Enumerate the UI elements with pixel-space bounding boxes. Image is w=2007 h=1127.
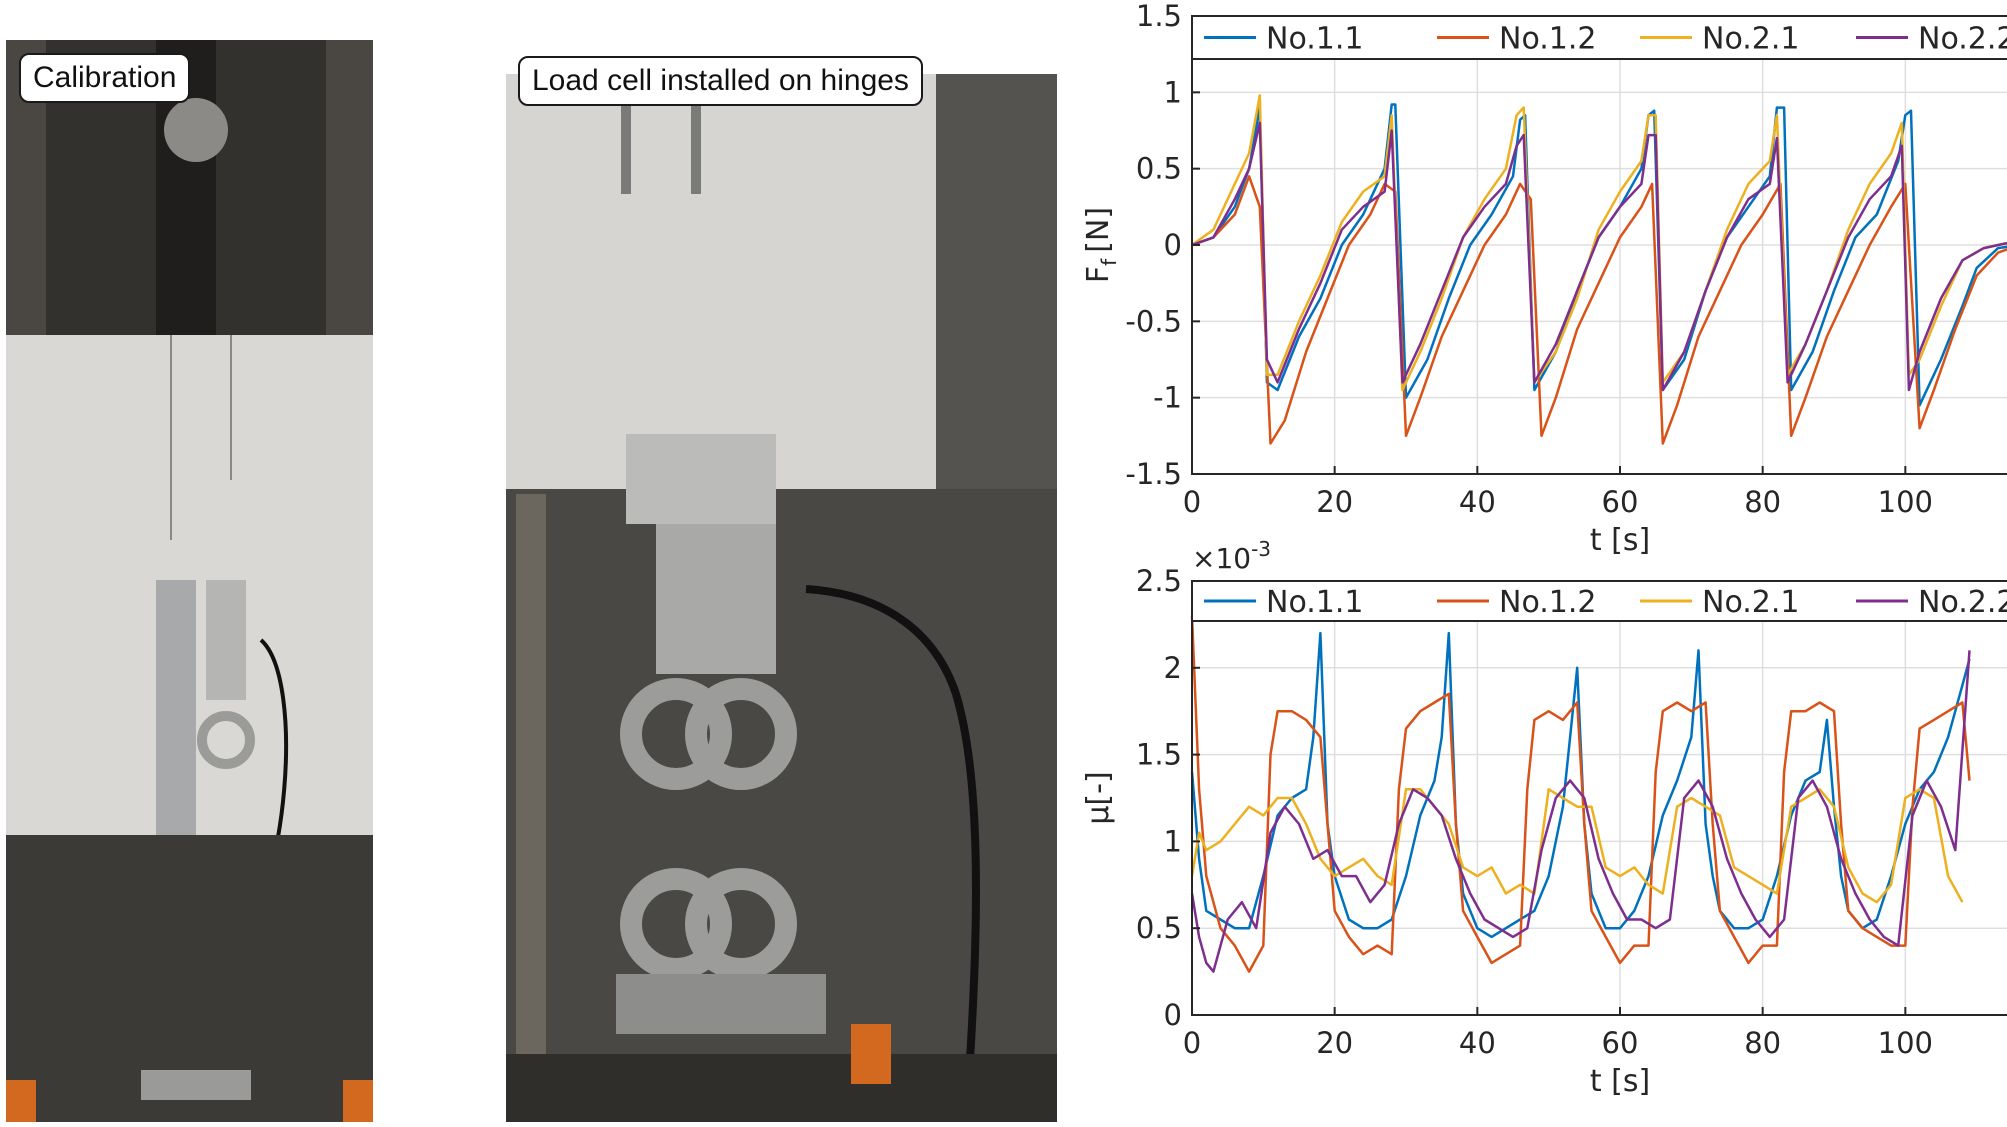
load-cell-photo xyxy=(506,74,1057,1122)
x-tick-label: 20 xyxy=(1316,485,1353,519)
friction-force-series xyxy=(1191,94,2007,445)
legend-label: No.1.1 xyxy=(1266,585,1364,620)
series-line-no-2-2 xyxy=(1191,121,2007,392)
friction-coefficient-exponent-label: ×10-3 xyxy=(1192,537,1271,575)
x-tick-label: 80 xyxy=(1744,1026,1781,1060)
friction-force-y-axis-subscript: f xyxy=(1097,258,1121,266)
legend-label: No.2.2 xyxy=(1918,22,2007,57)
friction-force-legend-entries: No.1.1 No.1.2 No.2.1 No.2.2 xyxy=(1204,22,2007,57)
friction-force-grid xyxy=(1191,15,2007,475)
series-line-no-1-1 xyxy=(1190,631,1971,939)
charts-panel: 020406080100120-1.5-1-0.500.511.5 No.1.1… xyxy=(1081,0,2007,1099)
y-tick-label: -0.5 xyxy=(1125,304,1182,338)
friction-coefficient-y-axis-label: μ[-] xyxy=(1081,771,1116,824)
friction-coefficient-legend-entries: No.1.1 No.1.2 No.2.1 No.2.2 xyxy=(1204,585,2007,620)
y-tick-label: -1.5 xyxy=(1125,457,1182,491)
load-cell-caption: Load cell installed on hinges xyxy=(518,56,923,106)
y-tick-label: -1 xyxy=(1153,381,1182,415)
series-line-no-1-2 xyxy=(1191,175,2007,445)
x-tick-label: 40 xyxy=(1459,485,1496,519)
legend-label: No.2.1 xyxy=(1702,585,1800,620)
x-tick-label: 100 xyxy=(1878,485,1933,519)
calibration-caption: Calibration xyxy=(19,53,191,103)
friction-force-chart: 020406080100120-1.5-1-0.500.511.5 No.1.1… xyxy=(1081,0,2007,558)
friction-force-x-axis-label: t [s] xyxy=(1590,523,1650,558)
friction-coefficient-grid xyxy=(1191,580,2007,1016)
legend-label: No.1.1 xyxy=(1266,22,1364,57)
x-tick-label: 20 xyxy=(1316,1026,1353,1060)
y-tick-label: 0.5 xyxy=(1136,152,1182,186)
y-tick-label: 1.5 xyxy=(1136,0,1182,33)
series-line-no-1-1 xyxy=(1191,103,2007,407)
x-tick-label: 60 xyxy=(1602,485,1639,519)
exponent-base: ×10 xyxy=(1192,542,1251,575)
y-tick-label: 2 xyxy=(1164,651,1182,685)
x-tick-label: 0 xyxy=(1183,485,1201,519)
friction-force-y-axis-label: Ff [N] xyxy=(1081,207,1121,283)
x-tick-label: 60 xyxy=(1602,1026,1639,1060)
series-line-no-2-1 xyxy=(1191,94,2007,392)
friction-coefficient-ticks: 0 20 40 60 80 100 0 0.5 1 1.5 2 2.5 xyxy=(1136,564,1933,1060)
x-tick-label: 100 xyxy=(1878,1026,1933,1060)
friction-coefficient-series xyxy=(1190,615,1971,973)
x-tick-label: 40 xyxy=(1459,1026,1496,1060)
load-cell-photo-illustration xyxy=(506,74,1057,1122)
y-tick-label: 0 xyxy=(1164,228,1182,262)
legend-label: No.2.2 xyxy=(1918,585,2007,620)
legend-label: No.2.1 xyxy=(1702,22,1800,57)
y-tick-label: 1.5 xyxy=(1136,738,1182,772)
friction-coefficient-axes-frame xyxy=(1191,580,2007,1016)
friction-coefficient-x-axis-label: t [s] xyxy=(1590,1064,1650,1099)
y-tick-label: 1 xyxy=(1164,824,1182,858)
exponent-power: -3 xyxy=(1251,537,1271,561)
legend-label: No.1.2 xyxy=(1499,22,1597,57)
friction-force-ticks: 020406080100120-1.5-1-0.500.511.5 xyxy=(1125,0,1933,519)
calibration-photo xyxy=(6,40,373,1122)
y-tick-label: 2.5 xyxy=(1136,564,1182,598)
series-line-no-2-1 xyxy=(1190,788,1964,904)
y-tick-label: 1 xyxy=(1164,75,1182,109)
y-tick-label: 0.5 xyxy=(1136,911,1182,945)
friction-force-y-axis-unit: [N] xyxy=(1081,207,1116,253)
series-line-no-2-2 xyxy=(1190,650,1971,973)
x-tick-label: 0 xyxy=(1183,1026,1201,1060)
friction-force-y-axis-symbol: F xyxy=(1081,266,1116,283)
calibration-photo-illustration xyxy=(6,40,373,1122)
y-tick-label: 0 xyxy=(1164,998,1182,1032)
series-line-no-1-2 xyxy=(1190,615,1971,973)
legend-label: No.1.2 xyxy=(1499,585,1597,620)
x-tick-label: 80 xyxy=(1744,485,1781,519)
